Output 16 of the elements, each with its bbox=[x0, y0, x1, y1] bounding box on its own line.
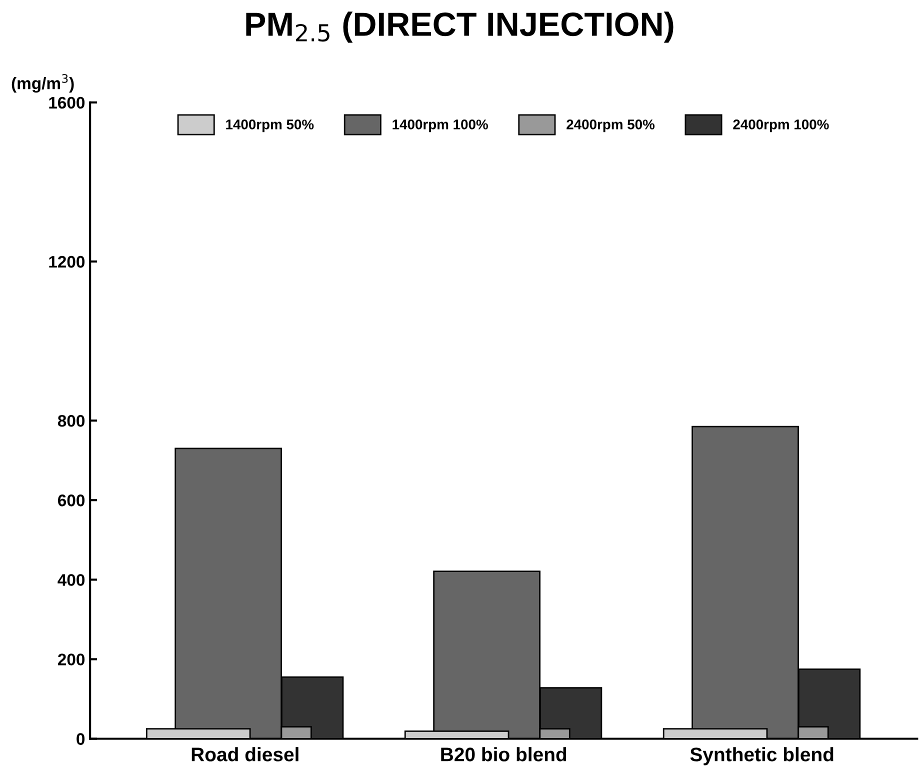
legend-label: 2400rpm 50% bbox=[566, 120, 655, 132]
chart-title: PM$_{2.5}$ (DIRECT INJECTION) bbox=[246, 12, 674, 43]
y-tick-label: 600 bbox=[58, 494, 85, 506]
y-tick-label: 0 bbox=[76, 733, 85, 745]
x-tick-label: Synthetic blend bbox=[690, 747, 834, 766]
y-tick-label: 1600 bbox=[49, 96, 85, 109]
x-tick-label: Road diesel bbox=[192, 747, 298, 762]
legend-label: 1400rpm 100% bbox=[392, 120, 488, 132]
legend-label: 2400rpm 100% bbox=[733, 120, 829, 132]
legend-label: 1400rpm 50% bbox=[226, 120, 314, 132]
y-tick-label: 1200 bbox=[49, 256, 85, 268]
y-tick-label: 400 bbox=[58, 574, 85, 586]
y-axis-title: (mg/m$^{3}$) bbox=[12, 74, 74, 93]
x-tick-label: B20 bio blend bbox=[441, 747, 566, 762]
y-tick-label: 200 bbox=[58, 654, 85, 666]
y-tick-label: 800 bbox=[58, 414, 85, 427]
